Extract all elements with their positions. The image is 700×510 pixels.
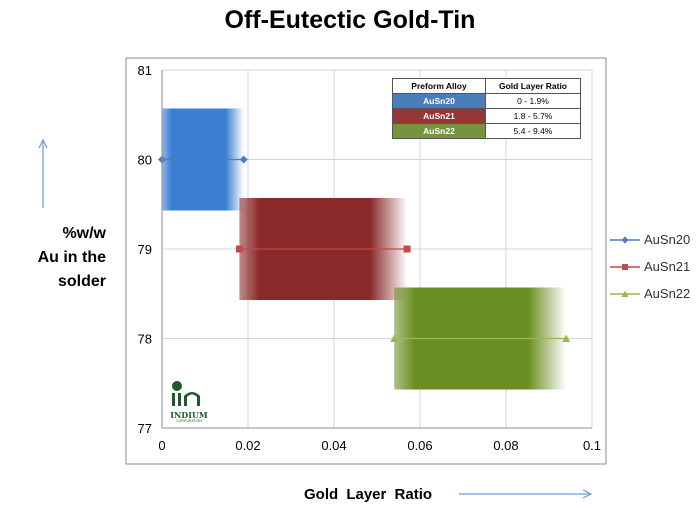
- x-arrowhead-icon: [582, 489, 593, 499]
- x-tick-label: 0: [158, 438, 165, 453]
- legend: AuSn20 AuSn21 AuSn22: [610, 226, 690, 307]
- legend-marker-diamond-icon: [610, 236, 640, 243]
- table-header: Gold Layer Ratio: [485, 78, 581, 94]
- data-point-ausn22: [562, 334, 571, 342]
- gold-layer-ratio-table: Preform Alloy Gold Layer Ratio AuSn20 0 …: [392, 78, 581, 139]
- chart-outer-frame: [125, 57, 607, 465]
- logo-text: INDIUM: [170, 410, 208, 420]
- indium-logo: INDIUM CORPORATION: [166, 380, 212, 423]
- y-tick-label: 80: [138, 153, 152, 168]
- y-axis-label-line: solder: [57, 273, 106, 290]
- data-point-ausn22: [390, 334, 399, 342]
- y-axis-label-line: Au in the: [37, 249, 106, 266]
- table-cell-alloy: AuSn22: [392, 123, 486, 139]
- y-tick-label: 77: [138, 421, 152, 436]
- legend-marker-triangle-icon: [610, 290, 640, 297]
- indium-logo-icon: [172, 381, 200, 406]
- data-point-ausn21: [403, 245, 411, 253]
- chart-title: Off-Eutectic Gold-Tin: [224, 6, 476, 34]
- y-tick-label: 79: [138, 242, 152, 257]
- table-header-row: Preform Alloy Gold Layer Ratio: [392, 78, 581, 94]
- y-axis-label-line: %w/w: [62, 225, 106, 242]
- legend-label: AuSn20: [644, 232, 691, 247]
- direction-arrows: [38, 138, 593, 499]
- x-tick-label: 0.02: [235, 438, 260, 453]
- y-arrowhead-icon: [38, 138, 48, 149]
- legend-marker-square-icon: [610, 263, 640, 270]
- table-cell-alloy: AuSn20: [392, 93, 486, 109]
- x-tick-label: 0.04: [321, 438, 346, 453]
- y-axis-label: %w/w Au in the solder: [14, 222, 106, 294]
- x-tick-label: 0.06: [407, 438, 432, 453]
- x-tick-label: 0.1: [583, 438, 601, 453]
- axes: [161, 70, 592, 429]
- data-point-ausn21: [235, 245, 243, 253]
- legend-item-ausn21: AuSn21: [610, 253, 690, 280]
- legend-item-ausn22: AuSn22: [610, 280, 690, 307]
- x-axis-label: Gold Layer Ratio: [304, 486, 433, 503]
- legend-label: AuSn21: [644, 259, 691, 274]
- table-cell-ratio: 5.4 - 9.4%: [485, 123, 581, 139]
- table-cell-alloy: AuSn21: [392, 108, 486, 124]
- legend-label: AuSn22: [644, 286, 691, 301]
- data-series: [158, 155, 571, 342]
- y-tick-label: 78: [138, 332, 152, 347]
- table-row: AuSn21 1.8 - 5.7%: [392, 108, 581, 124]
- legend-item-ausn20: AuSn20: [610, 226, 690, 253]
- table-cell-ratio: 0 - 1.9%: [485, 93, 581, 109]
- table-row: AuSn22 5.4 - 9.4%: [392, 123, 581, 139]
- table-row: AuSn20 0 - 1.9%: [392, 93, 581, 109]
- table-cell-ratio: 1.8 - 5.7%: [485, 108, 581, 124]
- y-tick-label: 81: [138, 63, 152, 78]
- x-tick-label: 0.08: [493, 438, 518, 453]
- data-point-ausn20: [239, 155, 248, 164]
- logo-subtext: CORPORATION: [176, 419, 202, 423]
- tick-labels: 0 0.02 0.04 0.06 0.08 0.1 77 78 79 80 81: [138, 63, 602, 453]
- table-header: Preform Alloy: [392, 78, 486, 94]
